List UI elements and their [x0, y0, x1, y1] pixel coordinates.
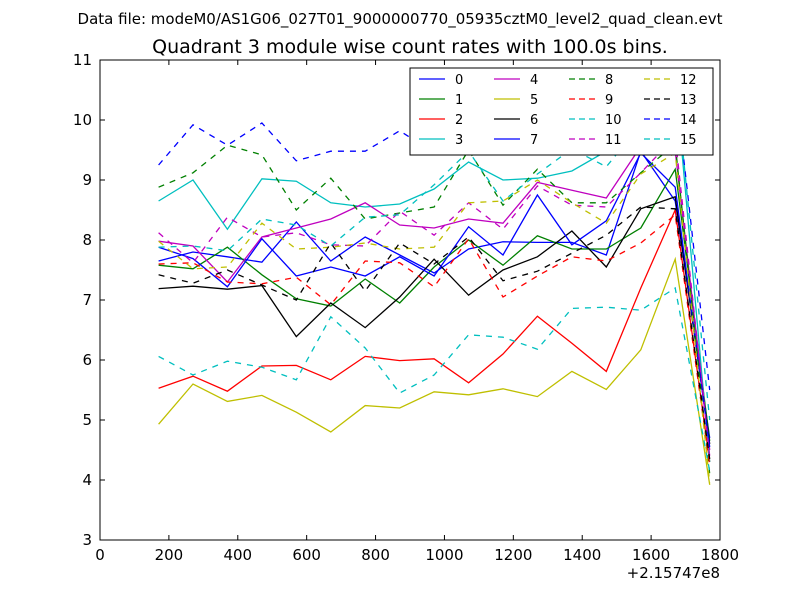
legend-label-5: 5 [530, 93, 538, 108]
legend-label-4: 4 [530, 73, 538, 88]
y-tick-label: 4 [82, 471, 92, 489]
legend-label-2: 2 [455, 113, 463, 128]
legend-label-14: 14 [680, 113, 697, 128]
legend-label-15: 15 [680, 133, 697, 148]
legend-label-3: 3 [455, 133, 463, 148]
x-tick-label: 1400 [563, 546, 601, 564]
series-line-1 [158, 167, 711, 442]
legend-label-11: 11 [605, 133, 622, 148]
chart-suptitle: Data file: modeM0/AS1G06_027T01_90000007… [78, 10, 723, 29]
legend-label-0: 0 [455, 73, 463, 88]
x-tick-label: 1600 [632, 546, 670, 564]
y-tick-label: 11 [73, 51, 92, 69]
series-line-7 [158, 151, 711, 448]
legend-label-9: 9 [605, 93, 613, 108]
x-tick-label: 1800 [701, 546, 739, 564]
legend-label-8: 8 [605, 73, 613, 88]
series-line-8 [158, 142, 711, 475]
series-line-0 [158, 149, 711, 439]
x-tick-label: 1000 [425, 546, 463, 564]
x-tick-label: 1200 [494, 546, 532, 564]
x-tick-label: 600 [292, 546, 321, 564]
legend-box [409, 67, 714, 156]
y-tick-label: 3 [82, 531, 92, 549]
x-tick-label: 400 [223, 546, 252, 564]
series-line-11 [158, 135, 711, 457]
legend-label-10: 10 [605, 113, 622, 128]
y-tick-label: 8 [82, 231, 92, 249]
legend-label-6: 6 [530, 113, 538, 128]
legend-label-7: 7 [530, 133, 538, 148]
series-layer [158, 73, 711, 485]
series-line-9 [158, 213, 711, 466]
x-tick-label: 0 [95, 546, 105, 564]
y-tick-label: 7 [82, 291, 92, 309]
legend-label-13: 13 [680, 93, 697, 108]
y-tick-label: 9 [82, 171, 92, 189]
chart-title: Quadrant 3 module wise count rates with … [152, 36, 668, 58]
legend-label-12: 12 [680, 73, 697, 88]
series-line-4 [158, 145, 711, 451]
y-tick-label: 6 [82, 351, 92, 369]
legend-label-1: 1 [455, 93, 463, 108]
series-line-12 [158, 151, 711, 484]
x-offset-label: +2.15747e8 [627, 564, 720, 582]
y-tick-label: 10 [73, 111, 92, 129]
x-tick-label: 800 [361, 546, 390, 564]
series-line-10 [158, 286, 711, 472]
series-line-6 [158, 195, 711, 445]
y-tick-label: 5 [82, 411, 92, 429]
tick-layer: 0 200 400 600 800 1000 1200 1400 1600 1800 3 4 5 6 7 8 9… [73, 51, 739, 564]
series-line-13 [158, 206, 711, 460]
series-line-5 [158, 256, 711, 485]
x-tick-label: 200 [155, 546, 184, 564]
series-line-2 [158, 207, 711, 463]
